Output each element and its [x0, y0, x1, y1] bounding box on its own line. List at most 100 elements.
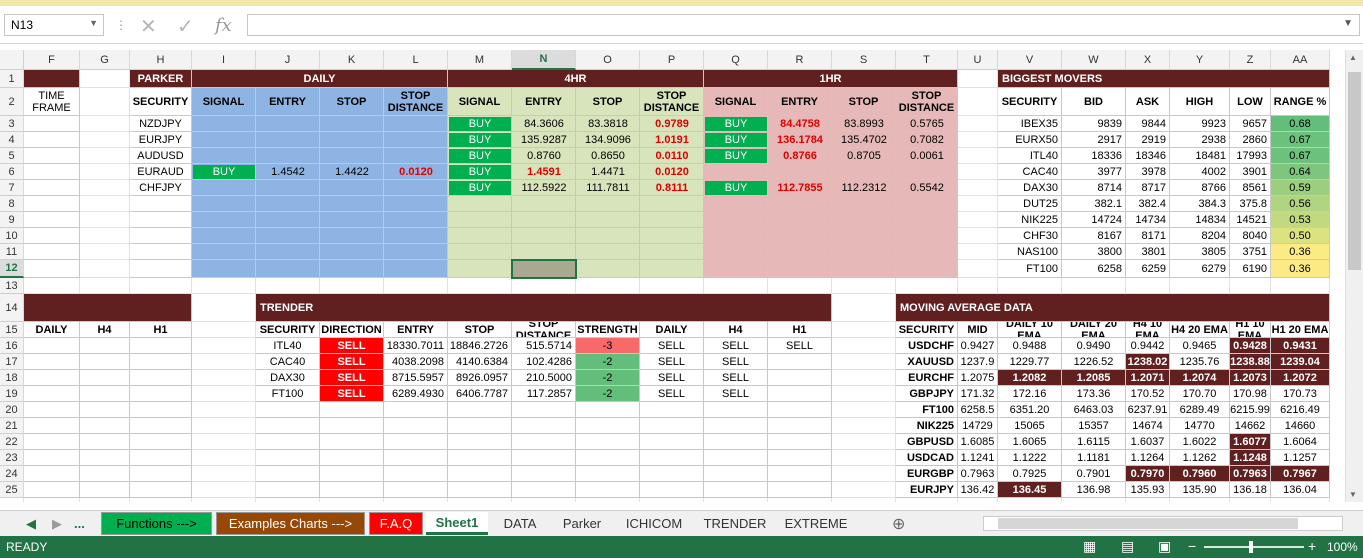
column-header-l[interactable]: L: [384, 50, 448, 70]
h4-signal-badge[interactable]: BUY: [449, 149, 511, 163]
security-cell[interactable]: [130, 260, 192, 278]
h1-value[interactable]: 0.5765: [910, 118, 944, 130]
ma-cell[interactable]: 0.9427: [958, 338, 998, 354]
column-header-w[interactable]: W: [1062, 50, 1126, 70]
trender-cell[interactable]: -2: [576, 354, 640, 370]
h4-signal-badge[interactable]: BUY: [449, 165, 511, 179]
movers-cell[interactable]: 382.4: [1126, 196, 1170, 212]
scroll-up-icon[interactable]: ▲: [1349, 53, 1357, 62]
h4-cell[interactable]: [576, 116, 640, 132]
bottom-left-cell[interactable]: [130, 338, 192, 354]
h1-cell[interactable]: [768, 212, 832, 228]
ma-cell[interactable]: 170.73: [1271, 386, 1330, 402]
daily-cell[interactable]: [256, 244, 320, 260]
security-cell[interactable]: CHFJPY: [130, 180, 192, 196]
ma-cell[interactable]: 1.2075: [958, 370, 998, 386]
trender-cell[interactable]: [768, 482, 832, 498]
h1-signal-header[interactable]: SIGNAL: [704, 88, 768, 116]
ma-header[interactable]: SECURITY: [896, 322, 958, 338]
trender-cell[interactable]: [384, 450, 448, 466]
movers-cell[interactable]: 0.50: [1271, 228, 1330, 244]
ma-cell[interactable]: 1.1262: [1170, 450, 1230, 466]
h4-cell[interactable]: [576, 212, 640, 228]
daily-cell[interactable]: [384, 196, 448, 212]
movers-cell[interactable]: 14734: [1126, 212, 1170, 228]
bottom-left-cell[interactable]: [24, 370, 80, 386]
ma-cell[interactable]: 0.7960: [1170, 466, 1230, 482]
h4-cell[interactable]: [576, 228, 640, 244]
ma-cell[interactable]: 170.52: [1126, 386, 1170, 402]
function-icon[interactable]: fx: [215, 15, 232, 36]
page-layout-icon[interactable]: ▤: [1121, 538, 1135, 554]
movers-cell[interactable]: CHF30: [998, 228, 1062, 244]
bottom-left-cell[interactable]: [130, 386, 192, 402]
bottom-left-header[interactable]: H1: [130, 322, 192, 338]
ma-cell[interactable]: EURGBP: [896, 466, 958, 482]
h4-cell[interactable]: [448, 212, 512, 228]
h4-value[interactable]: 134.9096: [585, 134, 631, 146]
bottom-left-cell[interactable]: [130, 466, 192, 482]
trender-cell[interactable]: [448, 450, 512, 466]
h1-cell[interactable]: [832, 132, 896, 148]
movers-cell[interactable]: 9844: [1126, 116, 1170, 132]
trender-cell[interactable]: [384, 418, 448, 434]
ma-cell[interactable]: 6237.91: [1126, 402, 1170, 418]
trender-cell[interactable]: 6406.7787: [448, 386, 512, 402]
h1-entry-header[interactable]: ENTRY: [768, 88, 832, 116]
h4-signal-badge[interactable]: BUY: [449, 133, 511, 147]
trender-cell[interactable]: [256, 450, 320, 466]
movers-cell[interactable]: NIK225: [998, 212, 1062, 228]
ma-cell[interactable]: 1.1181: [1062, 450, 1126, 466]
movers-header[interactable]: BID: [1062, 88, 1126, 116]
ma-cell[interactable]: 1.1241: [958, 450, 998, 466]
bottom-left-cell[interactable]: [24, 466, 80, 482]
h1-cell[interactable]: [832, 180, 896, 196]
trender-cell[interactable]: 210.5000: [512, 370, 576, 386]
movers-cell[interactable]: 0.36: [1271, 260, 1330, 278]
movers-cell[interactable]: FT100: [998, 260, 1062, 278]
tab-ichicom[interactable]: ICHICOM: [625, 516, 683, 531]
time-frame-cell[interactable]: [24, 148, 80, 164]
ma-cell[interactable]: 170.70: [1170, 386, 1230, 402]
ma-cell[interactable]: 1.1264: [1126, 450, 1170, 466]
trender-cell[interactable]: 8926.0957: [448, 370, 512, 386]
trender-cell[interactable]: FT100: [256, 386, 320, 402]
trender-cell[interactable]: [576, 482, 640, 498]
daily-cell[interactable]: [384, 228, 448, 244]
spreadsheet-grid[interactable]: F G H I J K L M N O P Q R S T U V W X Y Z AA 1 2 3 4 5 6 7 8 9 10 11 12 13…: [0, 50, 1345, 502]
bottom-left-cell[interactable]: [80, 370, 130, 386]
time-frame-cell[interactable]: [24, 180, 80, 196]
daily-cell[interactable]: [256, 212, 320, 228]
ma-cell[interactable]: 1238.88: [1230, 354, 1271, 370]
ma-cell[interactable]: EURCHF: [896, 370, 958, 386]
movers-cell[interactable]: 18346: [1126, 148, 1170, 164]
trender-cell[interactable]: -2: [576, 386, 640, 402]
add-sheet-icon[interactable]: ⊕: [892, 515, 906, 533]
h1-cell[interactable]: [896, 180, 958, 196]
trender-header[interactable]: DIRECTION: [320, 322, 384, 338]
daily-cell[interactable]: [192, 228, 256, 244]
h1-value[interactable]: 0.0061: [910, 150, 944, 162]
ma-cell[interactable]: 0.7963: [958, 466, 998, 482]
h4-stop-distance-header[interactable]: STOP DISTANCE: [640, 88, 704, 116]
trender-cell[interactable]: [256, 466, 320, 482]
h1-cell[interactable]: [704, 228, 768, 244]
trender-cell[interactable]: [768, 434, 832, 450]
h1-signal-badge[interactable]: BUY: [705, 181, 767, 195]
row-header-2[interactable]: 2: [0, 88, 24, 116]
h4-value[interactable]: 0.0120: [655, 166, 689, 178]
trender-cell[interactable]: [768, 354, 832, 370]
ma-cell[interactable]: 1.6065: [998, 434, 1062, 450]
ma-cell[interactable]: FT100: [896, 402, 958, 418]
h4-cell[interactable]: [640, 228, 704, 244]
daily-value[interactable]: 0.0120: [399, 166, 433, 178]
column-header-t[interactable]: T: [896, 50, 958, 70]
row-header-18[interactable]: 18: [0, 370, 24, 386]
ma-cell[interactable]: 14674: [1126, 418, 1170, 434]
daily-cell[interactable]: [256, 260, 320, 278]
ma-cell[interactable]: 170.98: [1230, 386, 1271, 402]
row-header-15[interactable]: 15: [0, 322, 24, 338]
column-header-p[interactable]: P: [640, 50, 704, 70]
daily-cell[interactable]: [384, 164, 448, 180]
security-cell[interactable]: NZDJPY: [130, 116, 192, 132]
